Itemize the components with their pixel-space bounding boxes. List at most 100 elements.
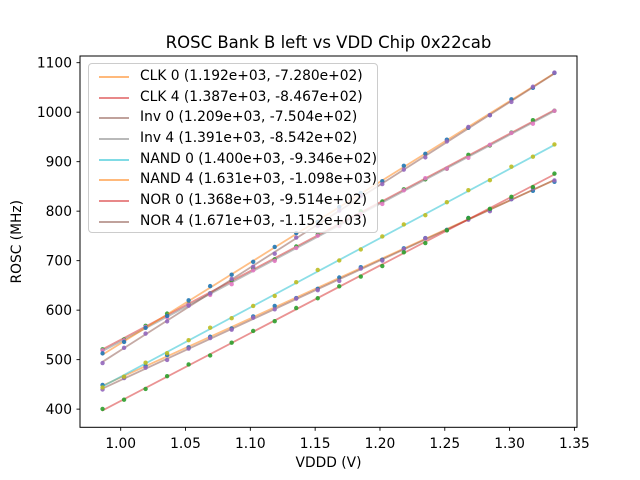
- data-point: [552, 108, 557, 114]
- data-point: [121, 339, 127, 345]
- data-point: [444, 166, 450, 171]
- data-point: [315, 296, 320, 301]
- data-point: [401, 250, 407, 255]
- y-tick-label: 400: [46, 402, 72, 418]
- data-point: [143, 365, 148, 370]
- data-point: [229, 272, 234, 277]
- x-tick-label: 1.15: [300, 436, 331, 452]
- data-point: [466, 187, 471, 193]
- legend-line-swatch: [99, 137, 129, 140]
- data-point: [164, 313, 170, 319]
- data-point: [530, 184, 536, 190]
- chart-title: ROSC Bank B left vs VDD Chip 0x22cab: [166, 33, 492, 52]
- data-point: [272, 251, 277, 256]
- series-nor-0: [100, 171, 557, 412]
- data-point: [229, 282, 234, 287]
- data-point: [121, 397, 127, 402]
- data-point: [444, 199, 450, 205]
- data-point: [164, 350, 170, 356]
- data-point: [315, 287, 320, 293]
- data-point: [186, 362, 191, 367]
- chart-legend: CLK 0 (1.192e+03, -7.280e+02) CLK 4 (1.38…: [88, 63, 378, 233]
- data-point: [272, 307, 277, 312]
- legend-label: NOR 0 (1.368e+03, -9.514e+02): [140, 192, 368, 209]
- data-point: [164, 319, 170, 324]
- data-point: [423, 212, 428, 218]
- y-tick-label: 600: [46, 303, 72, 319]
- data-point: [100, 385, 105, 390]
- data-point: [444, 139, 450, 144]
- data-point: [530, 84, 536, 89]
- data-point: [358, 247, 363, 252]
- y-tick-label: 1000: [37, 105, 72, 121]
- data-point: [250, 264, 256, 269]
- x-tick-label: 1.00: [105, 436, 136, 452]
- data-point: [487, 206, 493, 212]
- data-point: [380, 201, 385, 207]
- data-point: [272, 293, 277, 299]
- data-point: [121, 345, 127, 351]
- legend-item: NAND 4 (1.631e+03, -1.098e+03): [99, 170, 377, 191]
- data-point: [401, 167, 407, 172]
- data-point: [229, 315, 234, 321]
- data-point: [100, 360, 105, 366]
- data-point: [509, 164, 514, 169]
- data-point: [143, 331, 148, 336]
- data-point: [207, 335, 213, 341]
- legend-label: NAND 4 (1.631e+03, -1.098e+03): [140, 171, 377, 188]
- data-point: [509, 130, 514, 136]
- data-point: [401, 246, 407, 252]
- data-point: [229, 276, 234, 282]
- data-point: [229, 327, 234, 332]
- x-tick-label: 1.10: [235, 436, 266, 452]
- data-point: [401, 188, 407, 193]
- x-tick-label: 1.05: [170, 436, 201, 452]
- data-point: [272, 303, 277, 309]
- data-point: [380, 263, 385, 269]
- legend-line-swatch: [99, 220, 129, 223]
- data-point: [294, 305, 299, 311]
- data-point: [423, 155, 428, 160]
- y-axis-title: ROSC (MHz): [9, 200, 25, 284]
- y-tick-label: 800: [46, 204, 72, 220]
- legend-label: Inv 4 (1.391e+03, -8.542e+02): [140, 130, 358, 146]
- data-point: [164, 373, 170, 379]
- data-point: [552, 178, 557, 183]
- x-axis-title: VDDD (V): [296, 455, 362, 471]
- y-tick-label: 1100: [37, 55, 72, 71]
- legend-item: NAND 0 (1.400e+03, -9.346e+02): [99, 149, 377, 170]
- data-point: [250, 328, 256, 334]
- data-point: [487, 112, 493, 118]
- x-tick-label: 1.30: [494, 436, 525, 452]
- data-point: [552, 142, 557, 147]
- data-point: [186, 346, 191, 351]
- data-point: [380, 258, 385, 263]
- data-point: [164, 357, 170, 363]
- data-point: [143, 386, 148, 392]
- data-point: [315, 233, 320, 238]
- legend-line-swatch: [99, 199, 129, 202]
- legend-item: NOR 0 (1.368e+03, -9.514e+02): [99, 191, 369, 212]
- data-point: [380, 234, 385, 239]
- legend-item: CLK 0 (1.192e+03, -7.280e+02): [99, 67, 369, 88]
- y-tick-label: 700: [46, 253, 72, 269]
- data-point: [294, 245, 299, 251]
- data-point: [423, 175, 428, 181]
- legend-label: NAND 0 (1.400e+03, -9.346e+02): [140, 150, 377, 167]
- data-point: [207, 283, 213, 289]
- data-point: [250, 268, 256, 273]
- data-point: [207, 291, 213, 296]
- legend-label: CLK 0 (1.192e+03, -7.280e+02): [140, 67, 363, 84]
- data-point: [294, 296, 299, 301]
- legend-label: NOR 4 (1.671e+03, -1.152e+03): [140, 212, 368, 229]
- x-tick-label: 1.20: [365, 436, 396, 452]
- data-point: [423, 240, 428, 246]
- data-point: [380, 181, 385, 187]
- legend-item: Inv 0 (1.209e+03, -7.504e+02): [99, 108, 369, 129]
- data-point: [207, 325, 213, 330]
- legend-item: Inv 4 (1.391e+03, -8.542e+02): [99, 129, 369, 150]
- data-point: [272, 244, 277, 250]
- legend-item: CLK 4 (1.387e+03, -8.467e+02): [99, 87, 369, 108]
- axis-ticks: 1.00 1.05 1.10 1.15 1.20 1.25 1.30 1.35 400 500 60…: [37, 55, 590, 452]
